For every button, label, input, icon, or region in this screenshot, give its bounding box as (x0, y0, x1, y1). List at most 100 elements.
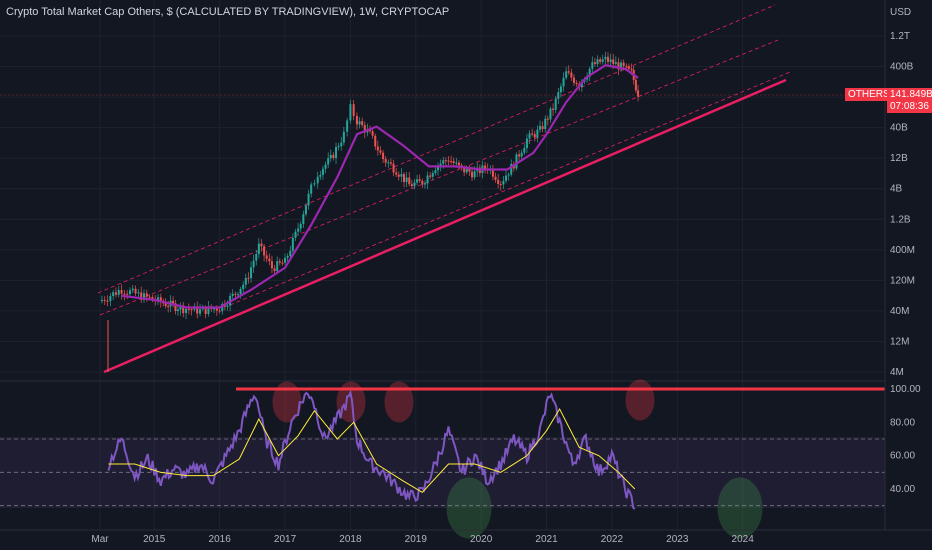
rsi-axis[interactable]: 100.00 80.00 60.00 40.00 (890, 384, 921, 495)
candle (413, 182, 416, 187)
candle (128, 290, 131, 295)
candle (179, 305, 182, 310)
candle (324, 164, 327, 169)
candle (591, 62, 594, 69)
candle (416, 179, 419, 183)
candle (622, 62, 625, 66)
candle (204, 307, 207, 314)
candle (302, 214, 305, 224)
candle (247, 277, 250, 279)
candle (525, 138, 528, 149)
candle (100, 299, 103, 301)
candle (131, 288, 134, 291)
channel-line-upper-inner[interactable] (99, 39, 779, 316)
candle (196, 306, 199, 314)
candle (379, 150, 382, 153)
candle (126, 293, 129, 295)
candle (405, 177, 408, 182)
price-tick-label: 12M (890, 336, 909, 347)
candle (185, 308, 188, 314)
candle (112, 292, 115, 297)
candle (342, 131, 345, 143)
candle (395, 172, 398, 175)
candle (355, 115, 358, 125)
candle (533, 134, 536, 138)
candle (337, 146, 340, 148)
candle (327, 158, 330, 165)
price-tick-label: 4M (890, 367, 904, 378)
candle (531, 133, 534, 135)
price-series[interactable] (100, 51, 640, 319)
candle (565, 71, 568, 78)
candle (465, 168, 468, 173)
candle (335, 146, 338, 158)
oversold-circle (446, 477, 492, 539)
candle (176, 309, 179, 312)
channel-line-middle[interactable] (229, 71, 791, 306)
candle (491, 168, 494, 177)
rsi-ma-line (108, 407, 636, 493)
moving-average-series[interactable] (121, 64, 639, 309)
candle (172, 300, 175, 304)
candle (215, 308, 218, 311)
candle (625, 65, 628, 67)
time-tick-label: 2018 (339, 534, 362, 545)
candle (187, 308, 190, 310)
candle (234, 293, 237, 295)
candle (278, 261, 281, 263)
candle (340, 142, 343, 147)
candle (637, 90, 640, 97)
candle (346, 120, 349, 132)
candle (634, 79, 637, 91)
candle (426, 175, 429, 184)
candle (244, 277, 247, 285)
candle (604, 56, 607, 60)
candle (294, 231, 297, 238)
candle (439, 163, 442, 166)
candle (570, 72, 573, 78)
time-tick-label: 2021 (535, 534, 558, 545)
candle (452, 161, 455, 164)
candle (612, 59, 615, 64)
price-tick-label: 400M (890, 245, 915, 256)
candle (310, 184, 313, 194)
candle (199, 309, 202, 314)
countdown-tag: 07:08:36 (887, 100, 932, 113)
candle (434, 170, 437, 174)
candle (382, 152, 385, 160)
channel-line-upper-outer[interactable] (97, 4, 776, 294)
support-trendline[interactable] (103, 78, 787, 374)
candle (392, 163, 395, 173)
rsi-tick-label: 100.00 (890, 384, 921, 395)
overbought-circle (625, 379, 655, 421)
candle (418, 179, 421, 181)
price-tick-label: 120M (890, 275, 915, 286)
candle (408, 177, 411, 185)
price-tick-label: 400B (890, 62, 914, 73)
candle (403, 174, 406, 182)
candle (528, 133, 531, 139)
candle (421, 180, 424, 185)
candle (307, 193, 310, 206)
candle (520, 152, 523, 157)
candle (484, 165, 487, 169)
oversold-circle (717, 477, 763, 539)
moving-average-line (121, 64, 639, 309)
candle (190, 309, 193, 311)
candle (349, 104, 352, 121)
candle (148, 296, 151, 298)
rsi-ma-series[interactable] (108, 407, 636, 493)
rsi-series[interactable] (107, 389, 636, 510)
candle (471, 171, 474, 178)
candle (575, 82, 578, 85)
candle (437, 165, 440, 171)
candle (329, 154, 332, 159)
trend-channel (97, 4, 791, 374)
candle (174, 303, 177, 312)
candle (450, 161, 453, 163)
candle (617, 62, 620, 70)
price-tag: 141.849B (887, 88, 932, 101)
time-axis[interactable]: Mar 2015 2016 2017 2018 2019 2020 2021 2022 2023 2… (91, 534, 754, 545)
